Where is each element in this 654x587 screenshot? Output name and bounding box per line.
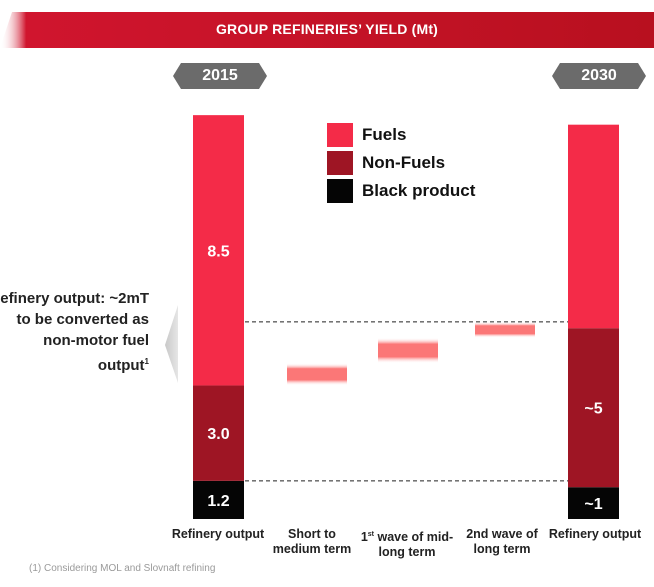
bridge-step-2nd-wave-of-long-term [475,321,535,338]
bar-label-2015-fuels: 8.5 [207,243,229,260]
legend-label-fuels: Fuels [362,125,407,144]
year-tag-left [173,63,267,89]
category-label-refinery-output-2030: Refinery output [548,527,642,541]
category-label-2nd-wave: 2nd wave of long term [466,527,538,556]
bar-2015-black-product [193,480,244,519]
legend-swatch-black-product [327,179,353,203]
bar-label-2030-black-product: ~1 [584,496,602,513]
legend-swatch-non-fuels [327,151,353,175]
chart-title: GROUP REFINERIES’ YIELD (Mt) [215,21,439,37]
bar-2030-fuels [568,124,619,329]
refinery-output-note: Refinery output: ~2mT to be converted as… [0,288,149,376]
category-label-short-to-medium-term: Short to medium term [272,527,352,556]
legend-swatch-fuels [327,123,353,147]
bar-label-2030-non-fuels: ~5 [584,401,602,418]
banner-bar [0,12,654,48]
bar-label-2015-non-fuels: 3.0 [207,426,229,443]
category-label-refinery-output-2015: Refinery output [171,527,265,541]
callout-arrow [165,305,178,383]
refinery-output-note-text: Refinery output: ~2mT to be converted as… [0,290,149,374]
bar-2015-fuels [193,115,244,386]
bridge-step-short-to-medium-term [287,363,347,386]
legend-label-non-fuels: Non-Fuels [362,153,446,172]
bar-2030-black-product [568,487,619,519]
bar-2030-non-fuels [568,328,619,488]
year-tag-right [552,63,646,89]
year-label-2030: 2030 [581,67,617,84]
bar-label-2015-black-product: 1.2 [207,493,229,510]
legend-label-black-product: Black product [362,181,476,200]
note-superscript: 1 [144,357,149,366]
footnote: (1) Considering MOL and Slovnaft refinin… [29,563,216,574]
category-label-1st-wave: 1st wave of mid-long term [360,530,454,560]
year-label-2015: 2015 [202,67,238,84]
bridge-step-1st-wave-of-mid-long-term [378,337,438,364]
bar-2015-non-fuels [193,385,244,481]
